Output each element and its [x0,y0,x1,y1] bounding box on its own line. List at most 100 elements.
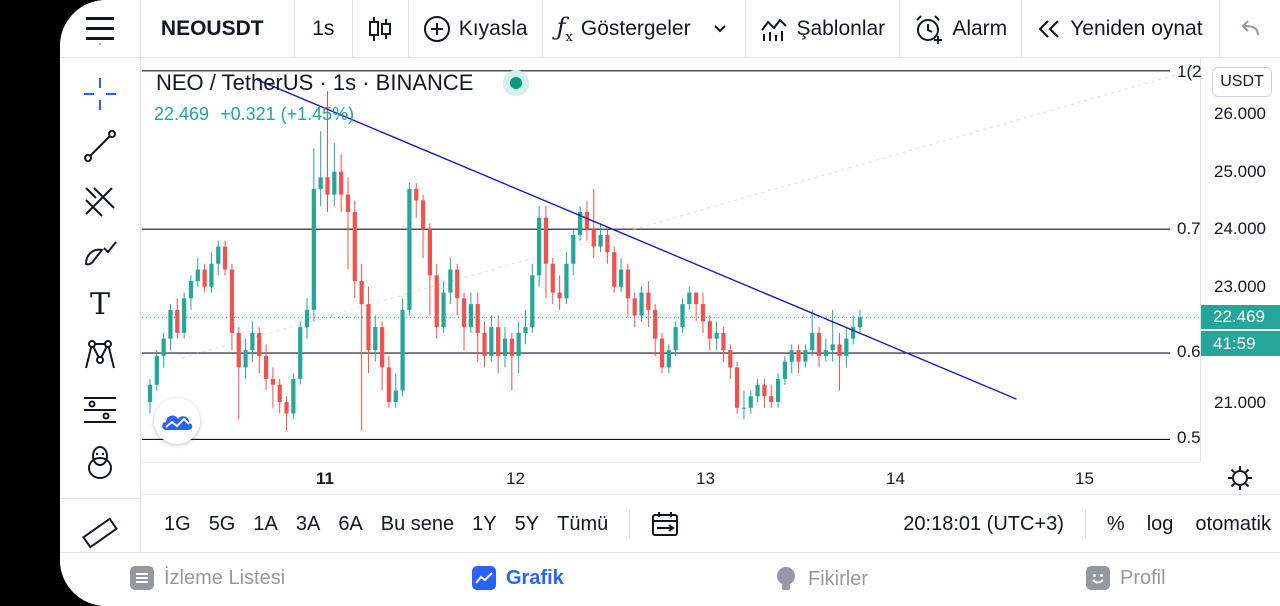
log-scale-toggle[interactable]: log [1146,512,1174,535]
go-to-date-button[interactable] [642,511,688,537]
candle-body [475,304,480,333]
candle-body [700,304,706,322]
candle-body [694,292,699,305]
candle-body [721,332,726,351]
range-all-button[interactable]: Tümü [557,512,609,535]
interval-label: 1s [312,16,335,40]
replay-button[interactable]: Yeniden oynat [1022,0,1221,57]
range-bar: 1G 5G 1A 3A 6A Bu sene 1Y 5Y Tümü 20:18:… [142,494,1280,553]
undo-button[interactable] [1220,0,1280,57]
range-6m-button[interactable]: 6A [338,512,363,535]
nav-ideas[interactable]: Fikirler [774,566,868,592]
candle-body [564,263,569,299]
menu-button[interactable] [60,0,141,57]
pitchfork-tool[interactable] [80,180,120,220]
range-1m-button[interactable]: 1A [253,512,278,535]
candle-body [728,350,733,368]
clock-timezone-button[interactable]: 20:18:01 (UTC+3) [903,512,1064,535]
candle-body [830,344,835,351]
candle-body [468,304,473,328]
prediction-tool[interactable] [80,390,120,430]
candle-body [400,309,405,391]
range-5y-button[interactable]: 5Y [514,512,540,535]
candle-body [714,332,719,339]
auto-scale-toggle[interactable]: otomatik [1195,512,1271,535]
candle-body [782,361,788,379]
price-tick: 26.000 [1214,104,1266,123]
pattern-tool[interactable] [80,336,120,376]
range-1y-button[interactable]: 1Y [472,512,497,535]
candle-body [441,292,446,328]
candle-body [407,188,412,310]
current-price-badge: 22.469 [1201,305,1280,329]
candle-body [489,327,494,356]
candle-body [182,298,187,333]
candle-body [632,298,637,316]
trendline-tool[interactable] [80,126,120,166]
undo-icon [1241,19,1260,35]
crosshair-tool[interactable] [80,74,120,114]
chart-type-button[interactable] [353,0,409,57]
percent-scale-toggle[interactable]: % [1106,512,1125,535]
candle-body [366,304,371,351]
indicators-label: Göstergeler [580,16,691,40]
candle-body [659,338,665,368]
price-chart[interactable] [142,58,1200,462]
brush-tool[interactable] [80,232,120,272]
more-tools[interactable] [80,442,120,482]
candle-body [195,269,200,282]
text-tool[interactable]: T [80,284,120,324]
candle-body [857,317,863,328]
add-circle-icon [423,15,450,42]
symbol-search-button[interactable]: NEOUSDT [141,0,295,57]
tradingview-logo-button[interactable] [154,398,200,444]
alarm-button[interactable]: Alarm [900,0,1023,57]
candle-body [270,378,276,385]
fib-levels-icon [84,397,116,423]
chevron-down-icon [713,24,726,32]
nav-ideas-label: Fikirler [808,567,868,590]
market-live-indicator [503,70,529,96]
candle-body [680,304,685,328]
pitchfork-icon [85,187,115,217]
candle-body [796,350,801,362]
legend-price: 22.469 +0.321 (+1.45%) [154,104,354,125]
candle-body [379,327,385,368]
candle-body [789,350,794,362]
ruler-tool[interactable] [80,513,120,553]
time-axis[interactable] [142,462,1200,495]
top-toolbar: NEOUSDT 1s Kıyasla ƒx Göstergeler [60,0,1280,58]
candle-body [304,309,310,328]
templates-button[interactable]: Şablonlar [746,0,901,57]
candle-body [277,384,282,402]
candle-body [161,338,166,356]
fib-level-label: 1(2 [1177,62,1202,81]
indicators-button[interactable]: ƒx Göstergeler [543,0,747,57]
tool-divider [60,498,140,499]
text-icon: T [89,286,110,322]
time-tick: 15 [1075,469,1094,488]
cloud-logo-icon [162,415,193,430]
candle-body [851,327,856,339]
nav-profile[interactable]: Profil [1086,566,1166,590]
nav-watchlist[interactable]: İzleme Listesi [130,566,285,590]
nav-chart[interactable]: Grafik [472,566,564,590]
interval-button[interactable]: 1s [295,0,353,57]
candle-body [216,246,221,264]
range-3m-button[interactable]: 3A [295,512,321,535]
compare-button[interactable]: Kıyasla [409,0,543,57]
candle-body [222,246,228,270]
penguin-icon [88,446,112,479]
gear-icon[interactable] [1226,464,1254,492]
candle-body [359,281,364,305]
range-1d-button[interactable]: 1G [164,512,191,535]
range-5d-button[interactable]: 5G [208,512,236,535]
price-scale[interactable] [1200,58,1280,462]
currency-unit-badge[interactable]: USDT [1212,67,1272,97]
candle-body [748,396,753,408]
candle-body [571,234,576,264]
candle-body [837,344,842,356]
range-ytd-button[interactable]: Bu sene [380,512,455,535]
legend-change: +0.321 (+1.45%) [220,104,355,124]
price-tick: 24.000 [1214,219,1266,238]
